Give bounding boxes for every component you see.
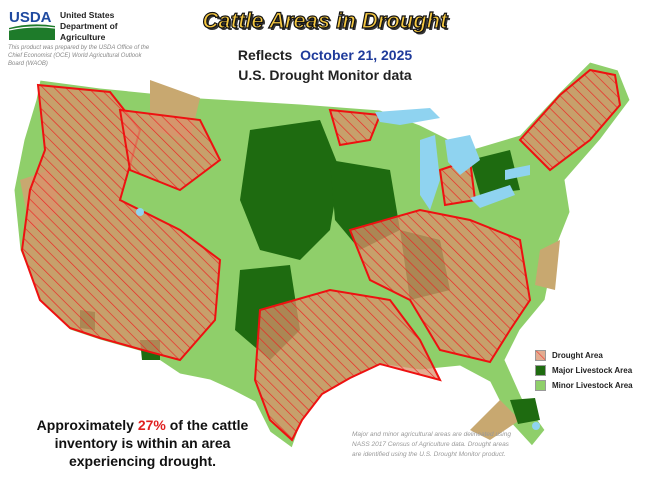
usda-logo: USDA <box>8 9 56 40</box>
summary-text: Approximately 27% of the cattle inventor… <box>15 416 270 470</box>
drought-areas <box>20 68 622 442</box>
agency-line: United States <box>60 10 115 20</box>
major-swatch <box>535 365 546 376</box>
svg-text:USDA: USDA <box>9 9 52 26</box>
legend-label: Minor Livestock Area <box>552 381 633 390</box>
subtitle-prefix: Reflects <box>237 47 293 63</box>
agency-name: United States Department of Agriculture <box>60 10 120 43</box>
legend-label: Major Livestock Area <box>552 366 633 375</box>
drought-swatch <box>535 350 546 361</box>
legend-item-major: Major Livestock Area <box>535 363 633 378</box>
minor-swatch <box>535 380 546 391</box>
report-date: October 21, 2025 <box>300 47 413 63</box>
methodology-note: Major and minor agricultural areas are d… <box>352 431 511 458</box>
legend-label: Drought Area <box>552 351 603 360</box>
drought-percent: 27% <box>137 417 166 433</box>
credit-text: This product was prepared by the USDA Of… <box>8 45 150 67</box>
us-map <box>13 61 631 449</box>
great-lakes <box>136 108 540 430</box>
legend-item-minor: Minor Livestock Area <box>535 378 633 393</box>
legend-item-drought: Drought Area <box>535 348 633 363</box>
agency-line: Agriculture <box>60 32 106 42</box>
summary-after: of the cattle inventory is within an are… <box>54 417 249 469</box>
summary-before: Approximately <box>36 417 138 433</box>
legend: Drought Area Major Livestock Area Minor … <box>535 348 633 393</box>
agency-line: Department of <box>60 21 118 31</box>
map-subtitle: Reflects October 21, 2025 <box>220 47 430 63</box>
data-source: U.S. Drought Monitor data <box>238 67 412 83</box>
map-title: Cattle Areas in Drought <box>202 7 448 33</box>
